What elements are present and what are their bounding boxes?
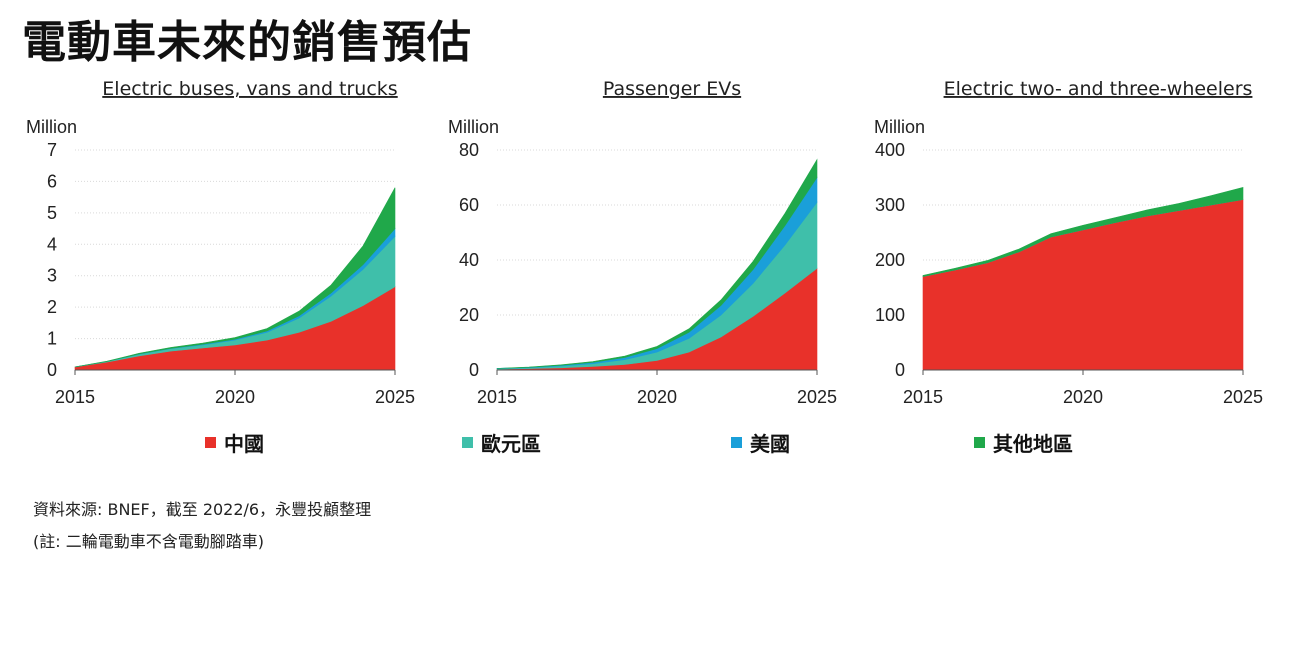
y-tick-label: 400 <box>875 140 905 160</box>
y-tick-label: 0 <box>895 360 905 380</box>
legend-item-usa: 美國 <box>731 428 790 457</box>
page-title: 電動車未來的銷售預估 <box>22 17 472 68</box>
y-tick-label: 4 <box>47 234 57 254</box>
x-tick-label: 2020 <box>1063 387 1103 407</box>
legend-item-others: 其他地區 <box>974 428 1073 457</box>
y-tick-label: 1 <box>47 329 57 349</box>
legend-label-china: 中國 <box>224 432 264 456</box>
y-tick-label: 0 <box>47 360 57 380</box>
source-note: 資料來源: BNEF，截至 2022/6，永豐投顧整理 <box>33 500 372 519</box>
x-tick-label: 2015 <box>903 387 943 407</box>
y-axis-unit: Million <box>26 117 77 137</box>
y-tick-label: 60 <box>459 195 479 215</box>
x-tick-label: 2025 <box>1223 387 1263 407</box>
chart-title: Electric buses, vans and trucks <box>102 78 397 100</box>
legend-item-china: 中國 <box>205 428 264 457</box>
legend-swatch-usa <box>731 437 742 448</box>
legend-label-others: 其他地區 <box>993 432 1073 456</box>
y-tick-label: 7 <box>47 140 57 160</box>
x-tick-label: 2015 <box>55 387 95 407</box>
chart-buses-vans-trucks: Electric buses, vans and trucks Million 0 1… <box>20 70 440 420</box>
footnote: (註: 二輪電動車不含電動腳踏車) <box>33 532 264 551</box>
y-tick-label: 2 <box>47 297 57 317</box>
area-series-3 <box>496 158 818 369</box>
legend-label-eurozone: 歐元區 <box>481 432 541 456</box>
chart-svg: Passenger EVs Million 0 20 40 60 80 2015 2020 202… <box>448 78 837 407</box>
y-axis-unit: Million <box>874 117 925 137</box>
chart-two-three-wheelers: Electric two- and three-wheelers Million 0… <box>868 70 1288 420</box>
legend-item-eurozone: 歐元區 <box>462 428 541 457</box>
area-series-3 <box>74 187 396 368</box>
legend-label-usa: 美國 <box>750 432 790 456</box>
x-tick-label: 2025 <box>375 387 415 407</box>
y-tick-label: 0 <box>469 360 479 380</box>
x-tick-label: 2015 <box>477 387 517 407</box>
y-tick-label: 40 <box>459 250 479 270</box>
x-tick-label: 2020 <box>637 387 677 407</box>
chart-svg: Electric buses, vans and trucks Million 0 1… <box>26 78 415 407</box>
legend-swatch-china <box>205 437 216 448</box>
chart-passenger-evs: Passenger EVs Million 0 20 40 60 80 2015 2020 202… <box>442 70 862 420</box>
y-tick-label: 300 <box>875 195 905 215</box>
chart-title: Passenger EVs <box>603 78 741 100</box>
y-axis-unit: Million <box>448 117 499 137</box>
y-tick-label: 3 <box>47 266 57 286</box>
y-tick-label: 5 <box>47 203 57 223</box>
x-tick-label: 2025 <box>797 387 837 407</box>
legend-swatch-others <box>974 437 985 448</box>
y-tick-label: 80 <box>459 140 479 160</box>
y-tick-label: 6 <box>47 171 57 191</box>
chart-title: Electric two- and three-wheelers <box>944 78 1253 100</box>
y-tick-label: 200 <box>875 250 905 270</box>
legend-swatch-eurozone <box>462 437 473 448</box>
area-series-3 <box>922 187 1244 277</box>
x-tick-label: 2020 <box>215 387 255 407</box>
chart-svg: Electric two- and three-wheelers Million 0… <box>874 78 1263 407</box>
y-tick-label: 20 <box>459 305 479 325</box>
y-tick-label: 100 <box>875 305 905 325</box>
